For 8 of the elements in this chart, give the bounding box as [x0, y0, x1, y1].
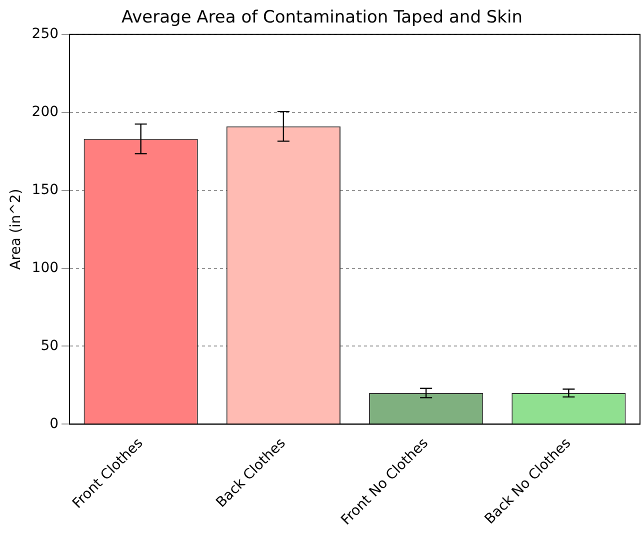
y-tick-label: 50 [40, 338, 59, 354]
chart-title: Average Area of Contamination Taped and Skin [121, 8, 523, 28]
y-tick-label: 100 [32, 260, 59, 276]
y-tick-label: 150 [32, 182, 59, 198]
y-axis-title: Area (in^2) [8, 188, 24, 270]
y-tick-label: 0 [50, 416, 59, 432]
y-tick-label: 200 [32, 104, 59, 120]
y-tick-label: 250 [32, 26, 59, 42]
